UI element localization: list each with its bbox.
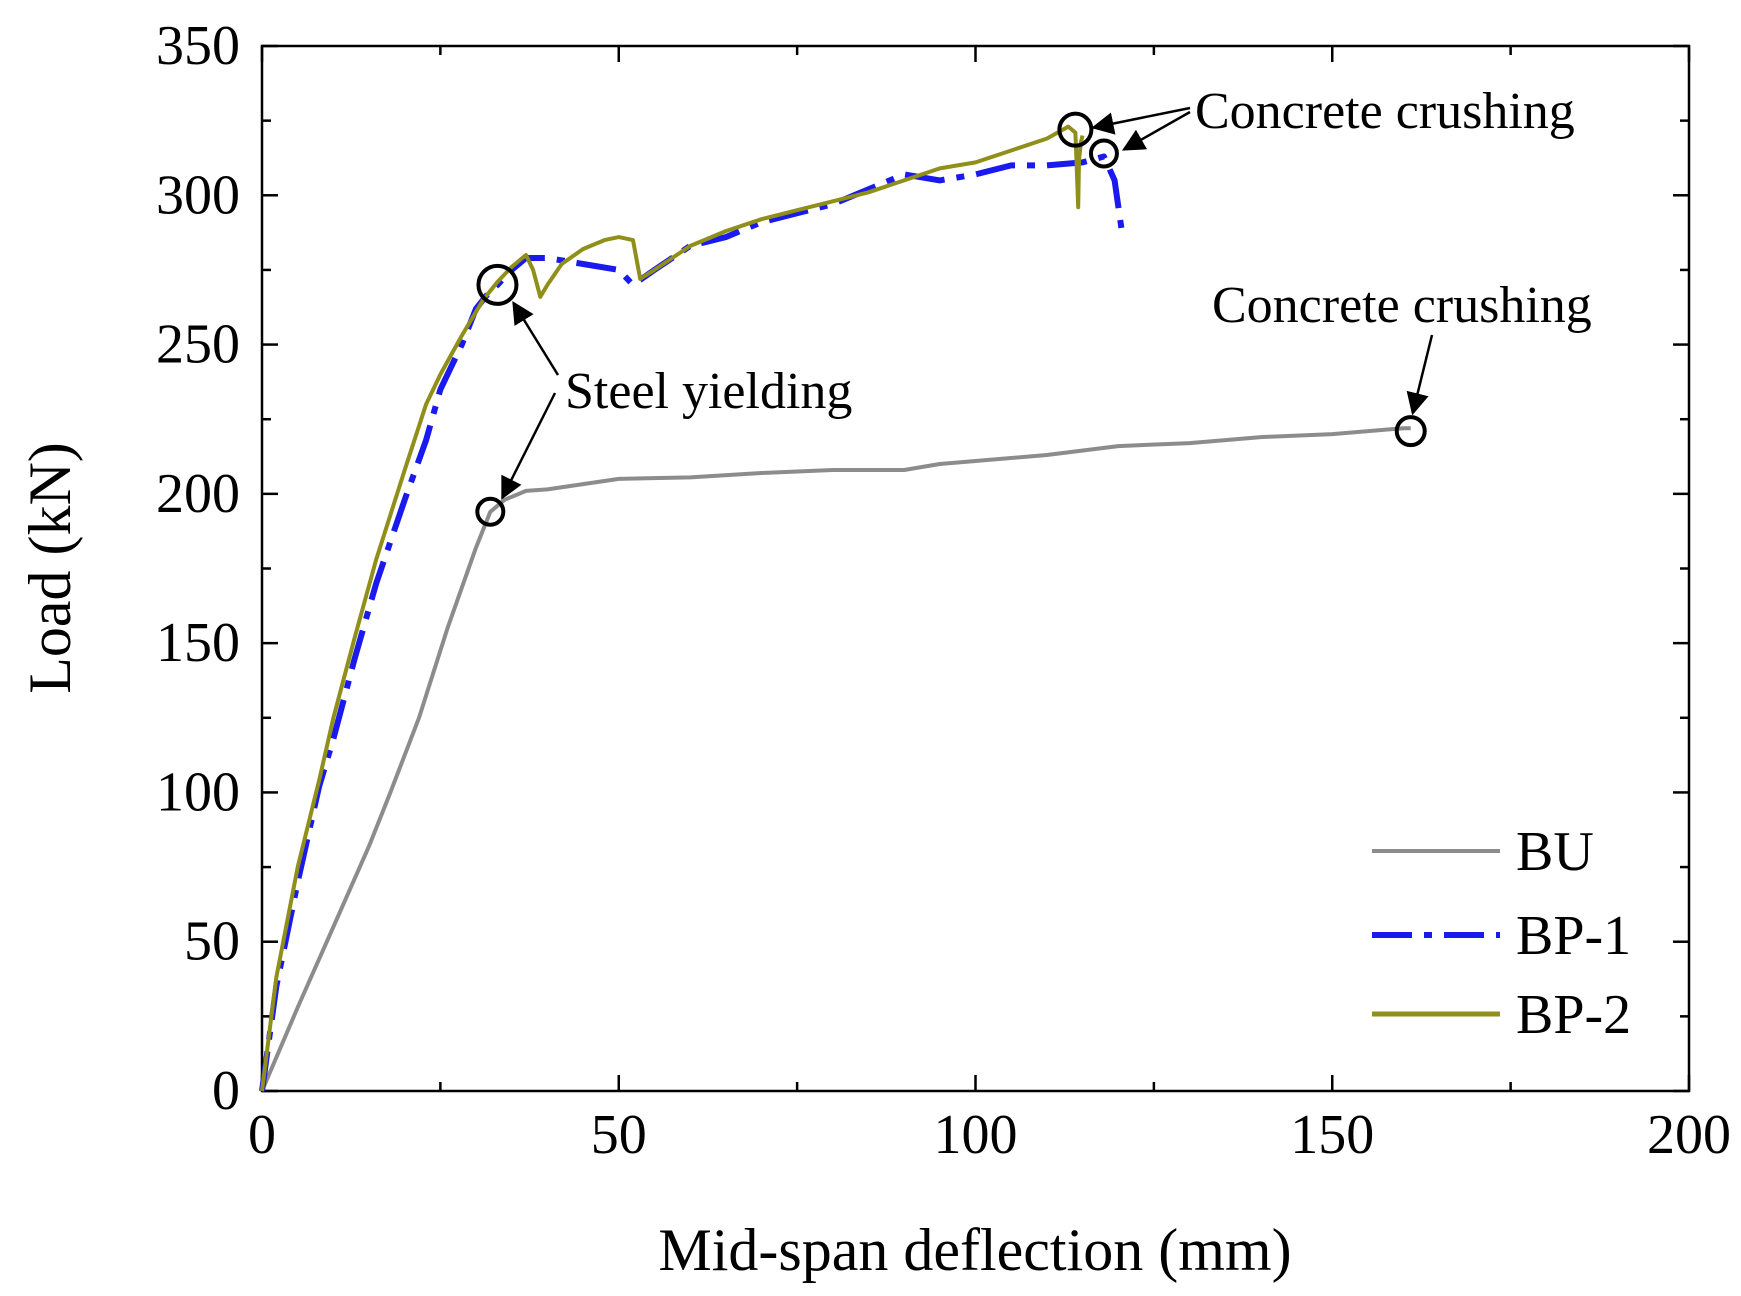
x-tick-label: 100 xyxy=(934,1104,1018,1166)
annotation-arrow xyxy=(1091,106,1191,135)
annotation-marker xyxy=(475,496,506,527)
y-tick-label: 100 xyxy=(156,761,240,823)
legend-label-bp-1: BP-1 xyxy=(1516,905,1631,967)
y-tick-label: 350 xyxy=(156,15,240,77)
y-tick-label: 0 xyxy=(212,1060,240,1122)
annotation-concrete-crushing-bu: Concrete crushing xyxy=(1212,277,1592,334)
series-line-bu xyxy=(260,426,1411,1092)
legend-label-bu: BU xyxy=(1516,821,1594,883)
x-tick-label: 50 xyxy=(591,1104,647,1166)
markers-layer xyxy=(475,111,1427,527)
y-axis-title: Load (kN) xyxy=(17,442,83,694)
annotation-steel-yielding: Steel yielding xyxy=(565,363,852,420)
annotations-layer xyxy=(501,106,1434,500)
y-tick-label: 150 xyxy=(156,612,240,674)
annotation-marker xyxy=(1394,415,1427,448)
annotation-arrow xyxy=(512,300,560,376)
x-axis-title: Mid-span deflection (mm) xyxy=(658,1217,1291,1283)
annotation-concrete-crushing-top: Concrete crushing xyxy=(1195,83,1575,140)
legend-label-bp-2: BP-2 xyxy=(1516,984,1631,1046)
y-tick-label: 50 xyxy=(184,911,240,973)
x-tick-label: 0 xyxy=(248,1104,276,1166)
y-tick-label: 300 xyxy=(156,164,240,226)
series-layer xyxy=(259,124,1411,1092)
legend: BU BP-1 BP-2 xyxy=(1372,821,1631,1046)
annotation-arrow xyxy=(1406,334,1434,416)
annotation-arrow xyxy=(1121,110,1191,151)
axis-ticks: 0 50 100 150 200 0 50 100 150 200 250 300 350 xyxy=(156,15,1731,1166)
annotation-arrow xyxy=(501,392,557,500)
series-line-bp-1 xyxy=(259,153,1125,1092)
x-tick-label: 150 xyxy=(1290,1104,1374,1166)
annotation-marker xyxy=(1088,138,1119,169)
annotation-marker xyxy=(476,263,519,306)
x-tick-label: 200 xyxy=(1647,1104,1731,1166)
y-tick-label: 250 xyxy=(156,314,240,376)
series-line-bp-2 xyxy=(260,124,1085,1092)
y-tick-label: 200 xyxy=(156,463,240,525)
